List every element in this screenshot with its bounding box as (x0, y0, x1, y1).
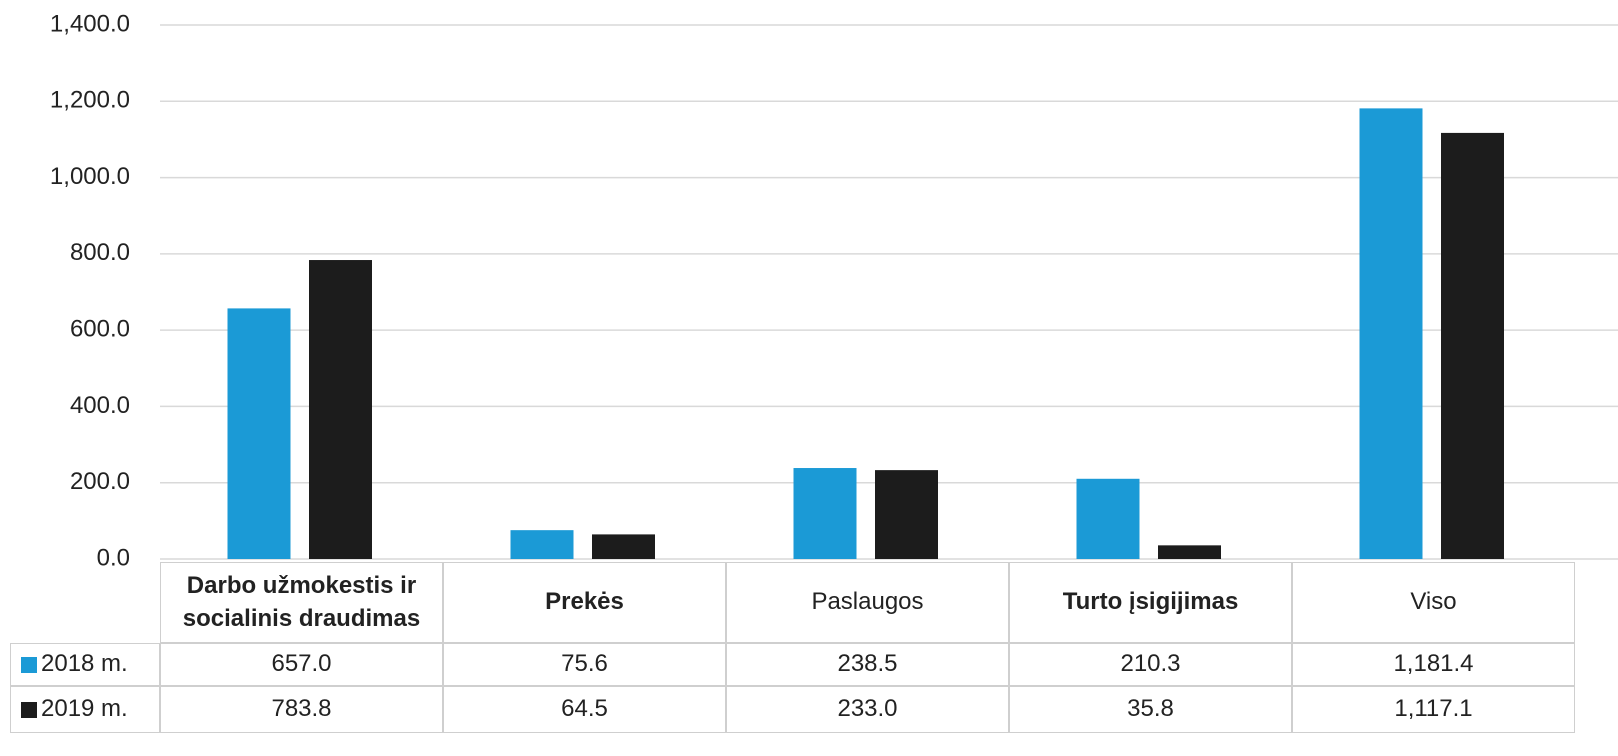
bar (510, 530, 574, 559)
category-label: Viso (1292, 562, 1575, 643)
legend-entry: 2019 m. (10, 686, 160, 733)
legend-swatch (21, 656, 37, 673)
y-tick-label: 600.0 (70, 315, 130, 342)
y-tick-label: 1,400.0 (50, 10, 130, 37)
y-tick-label: 1,000.0 (50, 163, 130, 190)
value-label: 1,117.1 (1292, 686, 1575, 733)
legend-entry: 2018 m. (10, 643, 160, 686)
category-label: Prekės (443, 562, 726, 643)
bar (1359, 108, 1423, 560)
category-label: Turto įsigijimas (1009, 562, 1292, 643)
bar (875, 470, 938, 559)
bar (793, 468, 857, 559)
value-label: 64.5 (443, 686, 726, 733)
legend-label: 2018 m. (41, 650, 128, 678)
y-tick-label: 1,200.0 (50, 87, 130, 114)
legend-swatch (21, 701, 37, 718)
bar (309, 260, 372, 559)
y-tick-label: 200.0 (70, 468, 130, 495)
bar (592, 534, 655, 559)
value-label: 35.8 (1009, 686, 1292, 733)
value-label: 210.3 (1009, 643, 1292, 686)
value-label: 233.0 (726, 686, 1009, 733)
bar (227, 308, 291, 559)
value-label: 75.6 (443, 643, 726, 686)
y-tick-label: 400.0 (70, 392, 130, 419)
bar (1441, 132, 1504, 560)
category-label: Paslaugos (726, 562, 1009, 643)
bar (1076, 478, 1140, 559)
y-tick-label: 800.0 (70, 239, 130, 266)
value-label: 238.5 (726, 643, 1009, 686)
value-label: 783.8 (160, 686, 443, 733)
value-label: 657.0 (160, 643, 443, 686)
value-label: 1,181.4 (1292, 643, 1575, 686)
bar (1158, 545, 1221, 559)
legend-label: 2019 m. (41, 695, 128, 723)
y-tick-label: 0.0 (97, 544, 130, 571)
category-label: Darbo užmokestis ir socialinis draudimas (160, 562, 443, 643)
